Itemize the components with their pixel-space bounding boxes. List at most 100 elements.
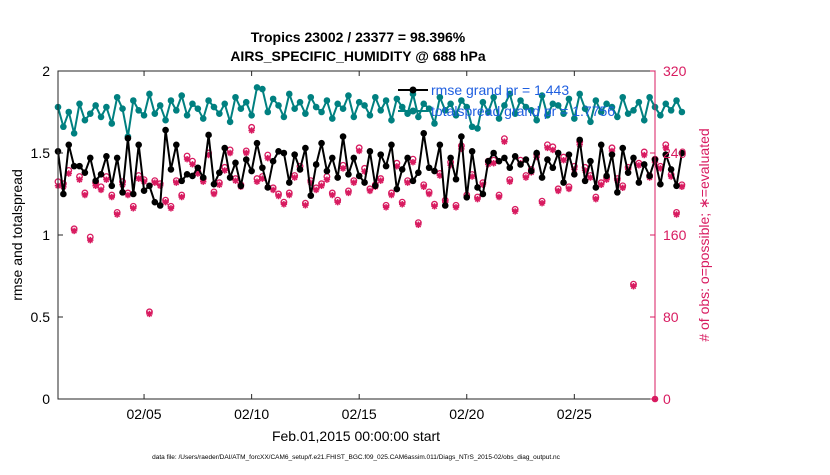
totalspread-point [678,108,686,116]
totalspread-point [495,115,503,122]
totalspread-point [560,110,567,117]
totalspread-point [420,100,428,108]
rmse-point [420,130,428,137]
obs-evaluated-point [264,154,271,162]
rmse-point [86,154,94,162]
totalspread-point [533,116,540,124]
totalspread-point [140,111,148,119]
rmse-point [242,156,250,163]
obs-evaluated-point [598,181,605,188]
totalspread-point [640,116,648,124]
rmse-point [70,162,78,170]
obs-evaluated-point [81,191,89,199]
rmse-point [587,157,594,165]
rmse-point [307,192,315,199]
totalspread-point [232,93,239,101]
totalspread-point [237,105,245,113]
totalspread-point [302,110,309,117]
obs-evaluated-point [452,204,460,211]
y-tick-label-right: 240 [663,145,687,161]
totalspread-point [366,111,374,119]
rmse-point [388,141,395,149]
rmse-point [237,182,245,190]
rmse-point [522,156,530,163]
obs-evaluated-point [565,185,573,193]
totalspread-point [527,107,535,114]
totalspread-point [242,98,250,106]
obs-evaluated-point [200,178,207,185]
rmse-point [484,157,492,165]
legend-spread-marker [409,107,417,115]
obs-evaluated-point [194,170,202,177]
obs-evaluated-point [581,167,589,174]
obs-evaluated-point [253,178,261,185]
rmse-point [506,164,514,172]
rmse-point [60,190,67,198]
obs-evaluated-point [108,193,115,201]
x-axis-label: Feb.01,2015 00:00:00 start [272,428,440,444]
totalspread-point [285,90,293,98]
totalspread-point [323,97,331,104]
totalspread-point [436,93,444,101]
totalspread-point [183,111,191,119]
totalspread-point [463,103,471,111]
totalspread-point [517,97,524,104]
axis-ticks: 02/05 02/10 02/15 02/20 02/25 0 0.5 1 1.5 2 0 80 160… [31,63,687,422]
rmse-point [382,162,390,170]
totalspread-point [630,107,637,114]
totalspread-point [60,123,67,131]
totalspread-point [474,125,481,132]
totalspread-point [549,100,557,108]
obs-evaluated-point [592,195,600,203]
obs-evaluated-point [334,199,341,206]
obs-evaluated-point [323,176,331,183]
rmse-point [119,189,126,196]
totalspread-point [382,97,390,104]
y-tick-label-left: 2 [42,63,50,79]
rmse-point [312,161,320,168]
totalspread-point [108,120,116,127]
obs-evaluated-point [673,211,680,218]
rmse-point [592,184,600,191]
rmse-point [571,171,578,178]
totalspread-point [484,108,492,116]
rmse-point [431,167,438,175]
totalspread-point [275,102,282,109]
rmse-point [409,177,417,185]
rmse-point [635,179,643,186]
rmse-point [452,175,460,183]
totalspread-point [328,115,336,122]
rmse-point [619,144,627,152]
x-tick-label: 02/20 [449,406,484,422]
obs-evaluated-point [506,178,513,185]
obs-evaluated-point [302,202,309,209]
obs-evaluated-point [275,192,282,200]
rmse-point [597,141,605,149]
totalspread-point [221,100,229,108]
totalspread-point [216,110,223,117]
totalspread-point [162,116,169,124]
obs-evaluated-point [65,170,72,177]
rmse-point [372,182,379,190]
totalspread-point [173,107,180,114]
rmse-point [554,149,562,157]
obs-evaluated-point [662,144,669,152]
totalspread-point [269,95,277,103]
y-tick-label-left: 1.5 [31,145,51,161]
obs-evaluated-point [350,179,358,186]
obs-evaluated-point [479,181,487,188]
rmse-point [156,202,164,209]
rmse-point [458,133,465,140]
rmse-series [54,126,686,209]
totalspread-point [70,130,78,137]
obs-evaluated-point [307,179,314,186]
rmse-point [511,152,519,160]
rmse-point [183,171,191,178]
rmse-point [302,144,309,152]
obs-evaluated-point [554,187,562,195]
obs-evaluated-point [124,191,132,199]
obs-evaluated-point [522,174,530,181]
obs-evaluated-point [630,283,637,290]
totalspread-point [318,108,325,116]
totalspread-point [372,93,379,101]
